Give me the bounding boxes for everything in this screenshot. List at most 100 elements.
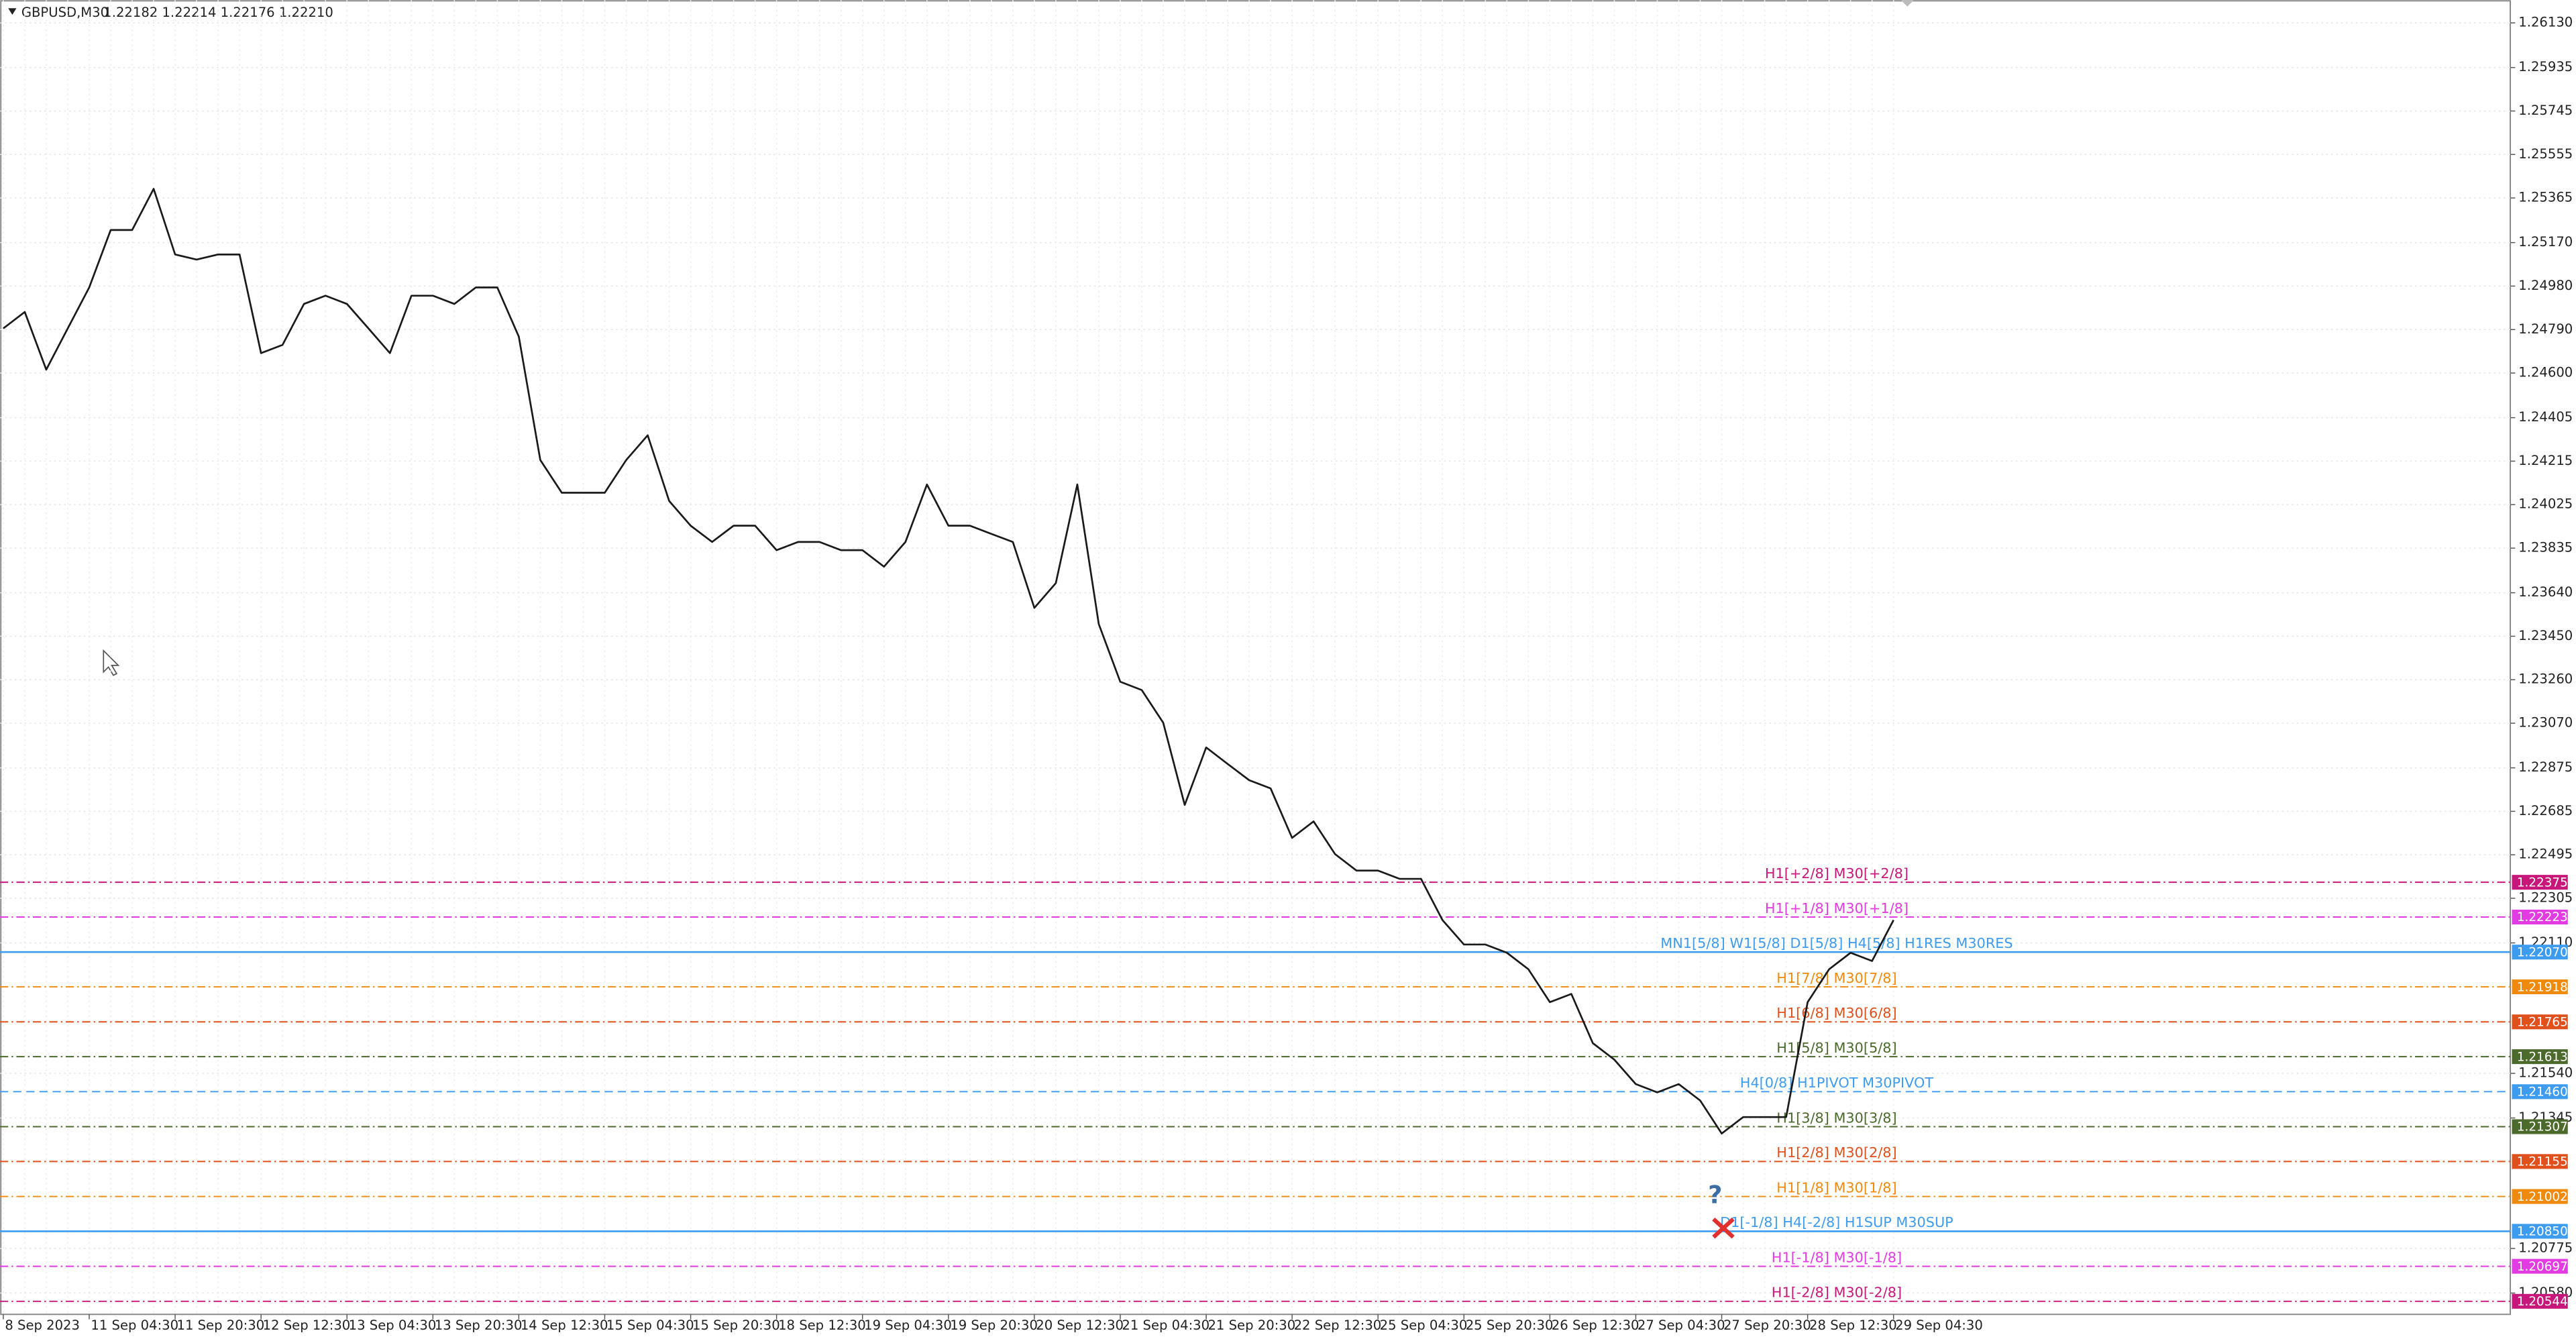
mouse-cursor: [103, 649, 120, 676]
level-price-box: [2512, 979, 2568, 995]
level-label: D1[-1/8] H4[-2/8] H1SUP M30SUP: [1720, 1214, 1953, 1230]
y-tick-label: 1.23450: [2518, 628, 2573, 643]
x-tick-label: 29 Sep 04:30: [1895, 1318, 1983, 1333]
level-label: MN1[5/8] W1[5/8] D1[5/8] H4[5/8] H1RES M…: [1660, 935, 2012, 951]
marks: [3, 188, 1894, 1135]
level-label: H1[1/8] M30[1/8]: [1776, 1179, 1896, 1195]
y-tick-label: 1.23640: [2518, 584, 2573, 600]
level-price-box: [2512, 909, 2568, 925]
y-tick-label: 1.25365: [2518, 190, 2573, 205]
cross-icon: [1712, 1217, 1735, 1239]
y-tick-label: 1.25170: [2518, 234, 2573, 250]
x-tick-label: 15 Sep 04:30: [606, 1318, 694, 1333]
grid: [0, 0, 2511, 1315]
y-tick-label: 1.25745: [2518, 103, 2573, 118]
y-tick-label: 1.22305: [2518, 890, 2573, 906]
y-tick-label: 1.25555: [2518, 146, 2573, 162]
y-tick-label: 1.20775: [2518, 1240, 2573, 1256]
level-price-box: [2512, 875, 2568, 890]
y-tick-label: 1.24215: [2518, 453, 2573, 468]
level-price: 1.20850: [2517, 1225, 2568, 1239]
level-label: H4[0/8] H1PIVOT M30PIVOT: [1740, 1075, 1934, 1091]
level-label: H1[6/8] M30[6/8]: [1776, 1005, 1896, 1021]
level-price: 1.22375: [2517, 875, 2568, 890]
y-tick-label: 1.22685: [2518, 803, 2573, 818]
y-tick-label: 1.21540: [2518, 1065, 2573, 1081]
level-price: 1.20544: [2517, 1295, 2568, 1309]
level-price: 1.22223: [2517, 910, 2568, 924]
level-price: 1.21460: [2517, 1085, 2568, 1100]
x-tick-label: 11 Sep 04:30: [91, 1318, 178, 1333]
x-tick-label: 14 Sep 12:30: [521, 1318, 608, 1333]
y-tick-label: 1.24790: [2518, 321, 2573, 337]
x-tick-label: 25 Sep 04:30: [1380, 1318, 1468, 1333]
x-tick-label: 8 Sep 2023: [5, 1318, 80, 1333]
level-price: 1.21613: [2517, 1050, 2568, 1064]
level-label: H1[5/8] M30[5/8]: [1776, 1040, 1896, 1056]
level-price-box: [2512, 1258, 2568, 1274]
y-tick-label: 1.22495: [2518, 847, 2573, 862]
x-tick-label: 21 Sep 04:30: [1122, 1318, 1210, 1333]
x-tick-label: 27 Sep 04:30: [1638, 1318, 1725, 1333]
level-price: 1.21307: [2517, 1120, 2568, 1134]
y-tick-label: 1.24025: [2518, 496, 2573, 512]
x-tick-label: 11 Sep 20:30: [177, 1318, 265, 1333]
y-tick-label: 1.25935: [2518, 59, 2573, 74]
quote: 1.22182 1.22214 1.22176 1.22210: [103, 5, 333, 20]
y-tick-label: 1.24980: [2518, 278, 2573, 293]
level-label: H1[+2/8] M30[+2/8]: [1765, 865, 1909, 881]
level-price: 1.21918: [2517, 980, 2568, 994]
plot-frame: [0, 0, 2512, 1316]
level-label: H1[-1/8] M30[-1/8]: [1772, 1249, 1902, 1265]
level-price: 1.21002: [2517, 1190, 2568, 1204]
level-price-box: [2512, 1014, 2568, 1030]
price-line: [3, 188, 1894, 1135]
level-price: 1.21155: [2517, 1155, 2568, 1169]
level-price: 1.22070: [2517, 945, 2568, 959]
symbol-arrow: [8, 8, 17, 15]
y-tick-label: 1.22875: [2518, 759, 2573, 775]
shift-marker: [1900, 0, 1915, 7]
y-tick-label: 1.23835: [2518, 540, 2573, 555]
y-tick-label: 1.23260: [2518, 672, 2573, 687]
x-tick-label: 22 Sep 12:30: [1294, 1318, 1382, 1333]
x-tick-label: 19 Sep 04:30: [864, 1318, 952, 1333]
x-tick-label: 12 Sep 12:30: [263, 1318, 351, 1333]
y-tick-label: 1.26130: [2518, 15, 2573, 30]
x-tick-label: 27 Sep 20:30: [1723, 1318, 1811, 1333]
symbol: GBPUSD,M30: [21, 5, 109, 20]
y-tick-label: 1.24600: [2518, 365, 2573, 380]
level-price-box: [2512, 1154, 2568, 1169]
level-price: 1.21765: [2517, 1015, 2568, 1029]
x-tick-label: 15 Sep 20:30: [692, 1318, 780, 1333]
x-tick-label: 21 Sep 20:30: [1208, 1318, 1295, 1333]
x-tick-label: 28 Sep 12:30: [1809, 1318, 1897, 1333]
price-axis: 1.26130 1.25935 1.25745 1.25555 1.25365 1.251…: [3, 15, 2573, 1333]
level-label: H1[2/8] M30[2/8]: [1776, 1144, 1896, 1161]
level-price-box: [2512, 1084, 2568, 1100]
level-label: H1[3/8] M30[3/8]: [1776, 1110, 1896, 1126]
x-tick-label: 13 Sep 20:30: [435, 1318, 523, 1333]
x-tick-label: 19 Sep 20:30: [950, 1318, 1038, 1333]
level-price-box: [2512, 1189, 2568, 1204]
level-price-box: [2512, 1224, 2568, 1239]
level-label: H1[7/8] M30[7/8]: [1776, 970, 1896, 986]
x-tick-label: 26 Sep 12:30: [1552, 1318, 1640, 1333]
levels: H1[+2/8] M30[+2/8] H1[+1/8] M30[+1/8] MN1[…: [0, 865, 2511, 1302]
question-icon: ?: [1708, 1180, 1722, 1209]
x-tick-label: 18 Sep 12:30: [778, 1318, 866, 1333]
x-tick-label: 25 Sep 20:30: [1466, 1318, 1554, 1333]
y-tick-label: 1.23070: [2518, 715, 2573, 731]
level-price-box: [2512, 1293, 2568, 1309]
x-tick-label: 20 Sep 12:30: [1036, 1318, 1124, 1333]
level-price-box: [2512, 1049, 2568, 1065]
level-price-box: [2512, 1119, 2568, 1134]
level-label: H1[-2/8] M30[-2/8]: [1772, 1285, 1902, 1301]
y-tick-label: 1.24405: [2518, 409, 2573, 425]
level-label: H1[+1/8] M30[+1/8]: [1765, 900, 1909, 916]
x-tick-label: 13 Sep 04:30: [349, 1318, 437, 1333]
level-price-box: [2512, 945, 2568, 960]
